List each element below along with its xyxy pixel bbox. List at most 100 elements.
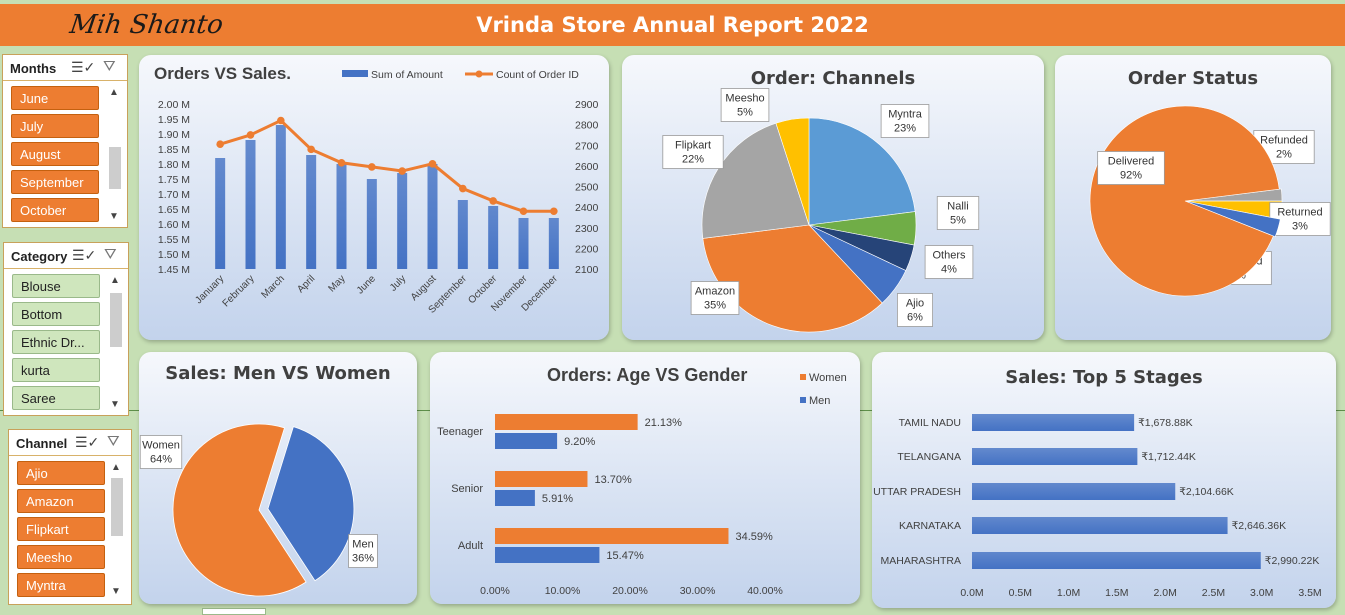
order-channels-chart: Myntra 23% Nalli 5% Others 4% Ajio 6% Amazon 35% F… (662, 88, 980, 333)
slicer-item[interactable]: Saree (12, 386, 100, 410)
slicer-item[interactable]: Ajio (17, 461, 105, 485)
pie-slice (1184, 200, 1281, 238)
slicer-title: Category (11, 249, 68, 264)
data-label-text: Others (932, 250, 966, 262)
multi-select-icon[interactable]: ☰✓ (75, 434, 100, 450)
bar (336, 164, 347, 269)
slicer-item[interactable]: Meesho (17, 545, 105, 569)
clear-filter-icon[interactable]: ⛛ (104, 246, 117, 263)
y2-tick-label: 2100 (575, 264, 599, 276)
scroll-up-icon[interactable]: ▲ (111, 462, 121, 473)
scroll-down-icon[interactable]: ▼ (109, 211, 119, 222)
order-channels-card: Order: Channels Myntra 23% Nalli 5% Others 4%… (622, 55, 1044, 340)
chart-title: Order: Channels (750, 68, 916, 89)
slicer-item[interactable]: October (11, 198, 99, 222)
line-point (277, 116, 285, 125)
scrollbar[interactable]: ▲ ▼ (108, 275, 122, 413)
clear-filter-icon[interactable]: ⛛ (107, 433, 120, 450)
line-point (398, 167, 406, 175)
bar (548, 218, 559, 269)
scroll-thumb[interactable] (110, 293, 122, 347)
slicer-item[interactable]: August (11, 142, 99, 166)
line-point (307, 145, 315, 154)
x-tick-label: 40.00% (747, 585, 783, 597)
sheet-tab[interactable] (202, 608, 266, 615)
line-point (519, 207, 528, 216)
bar (972, 414, 1135, 431)
slicer-item[interactable]: Bottom (12, 302, 100, 326)
data-label: 21.13% (645, 417, 683, 429)
bar (495, 528, 729, 544)
data-label-box (936, 196, 980, 230)
x-tick-label: 30.00% (680, 585, 716, 597)
data-label-text: 23% (894, 123, 916, 135)
scrollbar[interactable]: ▲ ▼ (107, 87, 121, 225)
scroll-thumb[interactable] (111, 478, 123, 536)
legend-swatch (800, 374, 806, 380)
data-label-text: 5% (737, 107, 753, 119)
y-tick-label: 1.90 M (158, 129, 190, 141)
y-tick-label: 1.55 M (158, 234, 190, 246)
chart-title: Order Status (1127, 68, 1259, 89)
bar (427, 164, 438, 269)
slicer-item[interactable]: Flipkart (17, 517, 105, 541)
header-bar: Mih Shanto Vrinda Store Annual Report 20… (0, 4, 1345, 46)
sales-men-women-chart: Men 36% Women 64% (139, 423, 378, 597)
multi-select-icon[interactable]: ☰✓ (71, 59, 96, 75)
y2-tick-label: 2600 (575, 161, 599, 173)
chart-title: Sales: Top 5 Stages (1005, 367, 1203, 388)
data-label-text: 4% (941, 264, 957, 276)
slicer-item[interactable]: July (11, 114, 99, 138)
scroll-down-icon[interactable]: ▼ (110, 399, 120, 410)
slicer-item[interactable]: June (11, 86, 99, 110)
x-tick-label: February (221, 273, 257, 309)
data-label: ₹1,678.88K (1138, 417, 1193, 429)
bar (397, 173, 408, 269)
line-point (459, 184, 467, 193)
slicer-item[interactable]: Ethnic Dr... (12, 330, 100, 354)
y-tick-label: TELANGANA (897, 451, 961, 463)
scrollbar[interactable]: ▲ ▼ (109, 462, 123, 600)
data-label-text: Refunded (1260, 135, 1308, 147)
months-slicer[interactable]: Months ☰✓ ⛛ June July August September Octob… (2, 54, 128, 228)
data-label-text: 22% (682, 154, 704, 166)
slicer-item[interactable]: Blouse (12, 274, 100, 298)
slice-label: Delivered 92% (1097, 151, 1165, 185)
y2-tick-label: 2400 (575, 202, 599, 214)
slice-label: Ajio 6% (896, 293, 933, 327)
slicer-item[interactable]: kurta (12, 358, 100, 382)
x-tick-label: 1.0M (1057, 587, 1080, 599)
legend-swatch (342, 70, 368, 77)
category-slicer[interactable]: Category ☰✓ ⛛ Blouse Bottom Ethnic Dr... ku… (3, 242, 129, 416)
line-point (550, 207, 558, 216)
data-label: 5.91% (542, 493, 573, 505)
slice-label: Returned 3% (1269, 202, 1331, 236)
channel-slicer[interactable]: Channel ☰✓ ⛛ Ajio Amazon Flipkart Meesho Myn… (8, 429, 132, 605)
bar (495, 433, 558, 449)
scroll-down-icon[interactable]: ▼ (111, 586, 121, 597)
x-tick-label: 1.5M (1105, 587, 1128, 599)
clear-filter-icon[interactable]: ⛛ (103, 58, 116, 75)
bar (495, 414, 638, 430)
bar (488, 206, 499, 269)
scroll-up-icon[interactable]: ▲ (110, 275, 120, 286)
x-tick-label: July (388, 273, 408, 293)
bar (457, 200, 468, 269)
data-label-box (690, 281, 740, 315)
y-tick-label: Teenager (437, 426, 483, 438)
x-tick-label: May (326, 273, 347, 294)
sales-top5-states-chart: 0.0M 0.5M 1.0M 1.5M 2.0M 2.5M 3.0M 3.5M TAMIL NA… (873, 414, 1322, 599)
slicer-item[interactable]: Amazon (17, 489, 105, 513)
data-label-text: Delivered (1108, 156, 1154, 168)
slicer-item[interactable]: September (11, 170, 99, 194)
y-tick-label: 1.75 M (158, 174, 190, 186)
scroll-thumb[interactable] (109, 147, 121, 189)
bar (306, 155, 317, 269)
multi-select-icon[interactable]: ☰✓ (72, 247, 97, 263)
data-label-text: 6% (907, 312, 923, 324)
legend-label: Sum of Amount (371, 69, 443, 81)
scroll-up-icon[interactable]: ▲ (109, 87, 119, 98)
data-label-text: Nalli (947, 201, 968, 213)
data-label: ₹2,646.36K (1232, 520, 1287, 532)
slicer-item[interactable]: Myntra (17, 573, 105, 597)
